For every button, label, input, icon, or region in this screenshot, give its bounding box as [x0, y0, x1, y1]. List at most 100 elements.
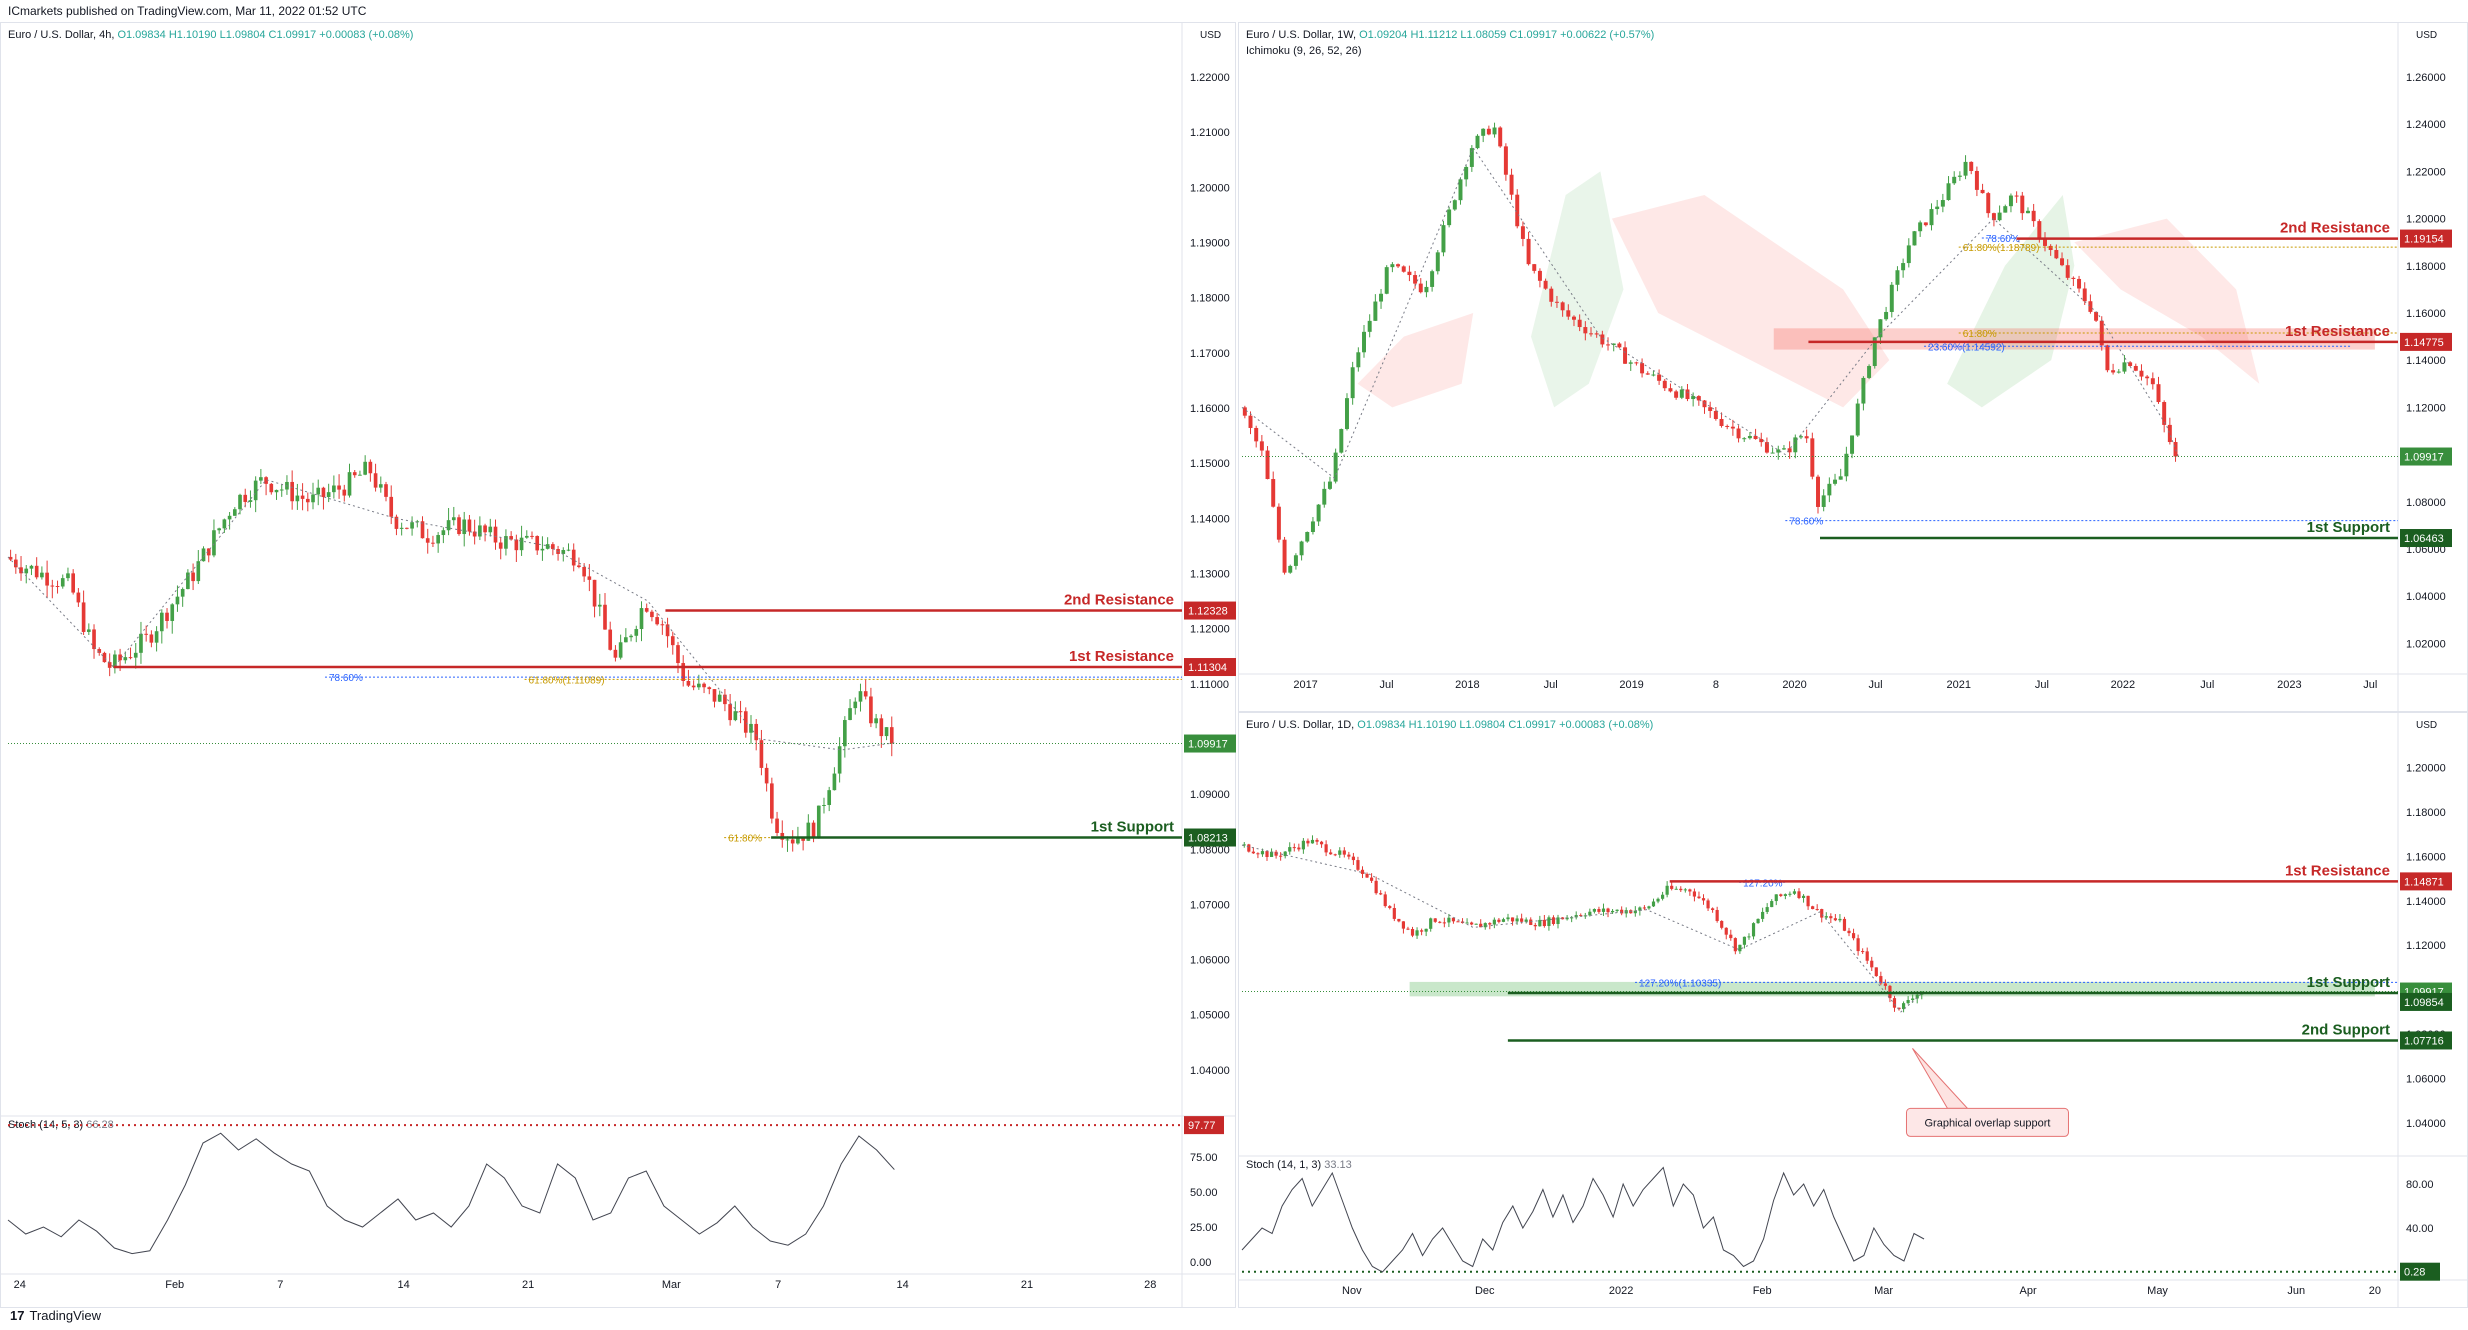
w1-candle: [1940, 200, 1945, 207]
w1-ytick: 1.12000: [2406, 402, 2446, 414]
h4-candle: [269, 483, 274, 493]
d1-candle: [1397, 918, 1401, 922]
w1-xtick: 2019: [1619, 679, 1643, 691]
w1-candle: [1367, 320, 1372, 332]
d1-candle: [1442, 922, 1446, 924]
h4-stoch-level-tag-bg: [1184, 1116, 1224, 1135]
h4-candle: [770, 783, 774, 819]
h4-candle: [368, 461, 373, 474]
w1-candle: [1668, 388, 1673, 392]
h4-xtick: 21: [522, 1279, 534, 1291]
w1-candle: [1549, 288, 1554, 302]
h4-candle: [420, 521, 425, 539]
w1-candle: [1753, 435, 1758, 440]
w1-candle: [1935, 206, 1940, 210]
w1-candle: [2133, 365, 2138, 371]
h4-candle: [29, 565, 34, 569]
h4-xtick: 21: [1021, 1279, 1033, 1291]
w1-candle: [1906, 245, 1911, 264]
d1-candle: [1338, 850, 1342, 855]
d1-candle: [1297, 847, 1301, 850]
h4-candle: [884, 727, 889, 737]
w1-candle: [1991, 213, 1996, 221]
w1-candle: [1498, 127, 1503, 147]
d1-ytick: 1.04000: [2406, 1118, 2446, 1130]
h4-candle: [441, 530, 446, 536]
h4-ohlc-chg: +0.00083 (+0.08%): [319, 29, 413, 41]
d1-candle: [1865, 951, 1869, 961]
d1-candle: [1838, 918, 1842, 921]
h4-candle: [775, 818, 779, 833]
w1-candle: [1458, 179, 1463, 201]
w1-ohlc-o: O1.09204: [1359, 29, 1410, 41]
chart-panel-4h[interactable]: Euro / U.S. Dollar, 4h, O1.09834 H1.1019…: [0, 22, 1236, 1308]
w1-candle: [1310, 521, 1315, 532]
h4-ytick: 1.06000: [1190, 955, 1230, 967]
d1-candle: [1633, 910, 1637, 914]
h4-candle: [248, 500, 253, 502]
w1-xtick: 2020: [1782, 679, 1806, 691]
h4-xtick: 14: [398, 1279, 410, 1291]
w1-level-tag-2-bg: [2400, 529, 2452, 548]
w1-indicator-label: Ichimoku (9, 26, 52, 26): [1246, 45, 1362, 57]
h4-candle: [498, 542, 503, 549]
w1-candle: [2088, 301, 2093, 312]
h4-level-tag-2: 1.08213: [1188, 833, 1228, 845]
h4-ohlc-c: C1.09917: [269, 29, 320, 41]
w1-candle: [1895, 270, 1900, 285]
d1-candle: [1506, 917, 1510, 920]
h4-candle: [832, 773, 837, 791]
w1-xtick: Jul: [2363, 679, 2377, 691]
d1-candle: [1410, 928, 1415, 936]
d1-candle: [1324, 844, 1328, 853]
d1-candle: [1592, 909, 1596, 912]
w1-candle: [1855, 403, 1860, 436]
w1-candle: [2116, 371, 2121, 373]
d1-candle: [1670, 885, 1674, 889]
h4-candle: [629, 635, 633, 638]
h4-candle: [149, 634, 154, 643]
w1-xtick: Jul: [2200, 679, 2214, 691]
h4-candle: [144, 633, 148, 635]
d1-candle: [1560, 917, 1565, 920]
w1-fib-label: 78.60%: [1789, 517, 1823, 528]
h4-xtick: Mar: [662, 1279, 681, 1291]
d1-xtick: Nov: [1342, 1285, 1362, 1297]
h4-candle: [801, 837, 805, 841]
h4-candle: [316, 487, 321, 495]
h4-candle: [707, 687, 712, 690]
w1-candle: [1708, 407, 1713, 411]
d1-ytick: 1.06000: [2406, 1074, 2446, 1086]
h4-candle: [551, 544, 555, 550]
chart-panel-daily[interactable]: Euro / U.S. Dollar, 1D, O1.09834 H1.1019…: [1238, 712, 2468, 1308]
w1-candle: [1634, 362, 1639, 364]
d1-level-label-2: 2nd Support: [2302, 1021, 2390, 1038]
h4-ytick: 1.09000: [1190, 789, 1230, 801]
d1-candle: [1856, 938, 1860, 952]
h4-candle: [159, 612, 164, 632]
h4-candle: [853, 701, 858, 709]
h4-candle: [227, 515, 232, 520]
d1-candle: [1824, 916, 1828, 918]
h4-ytick: 1.20000: [1190, 182, 1230, 194]
w1-candle: [1520, 226, 1525, 239]
w1-ytick: 1.08000: [2406, 497, 2446, 509]
w1-candle: [1878, 319, 1883, 338]
w1-candle: [1838, 476, 1843, 480]
h4-candle: [425, 538, 430, 543]
h4-ytick: 1.17000: [1190, 348, 1230, 360]
h4-candle: [889, 727, 894, 744]
w1-candle: [1333, 452, 1338, 482]
w1-candle: [1640, 363, 1645, 374]
w1-candle: [1566, 310, 1571, 317]
h4-candle: [222, 519, 227, 529]
w1-level-label-1: 1st Resistance: [2285, 323, 2390, 340]
w1-candle: [1923, 222, 1928, 226]
h4-candle: [446, 520, 451, 531]
h4-current-price-tag-bg: [1184, 734, 1236, 753]
h4-candle: [462, 519, 467, 535]
w1-currency: USD: [2416, 30, 2437, 41]
tradingview-brand[interactable]: 17 TradingView: [10, 1308, 101, 1323]
d1-candle: [1383, 894, 1387, 907]
chart-panel-weekly[interactable]: Euro / U.S. Dollar, 1W, O1.09204 H1.1121…: [1238, 22, 2468, 712]
